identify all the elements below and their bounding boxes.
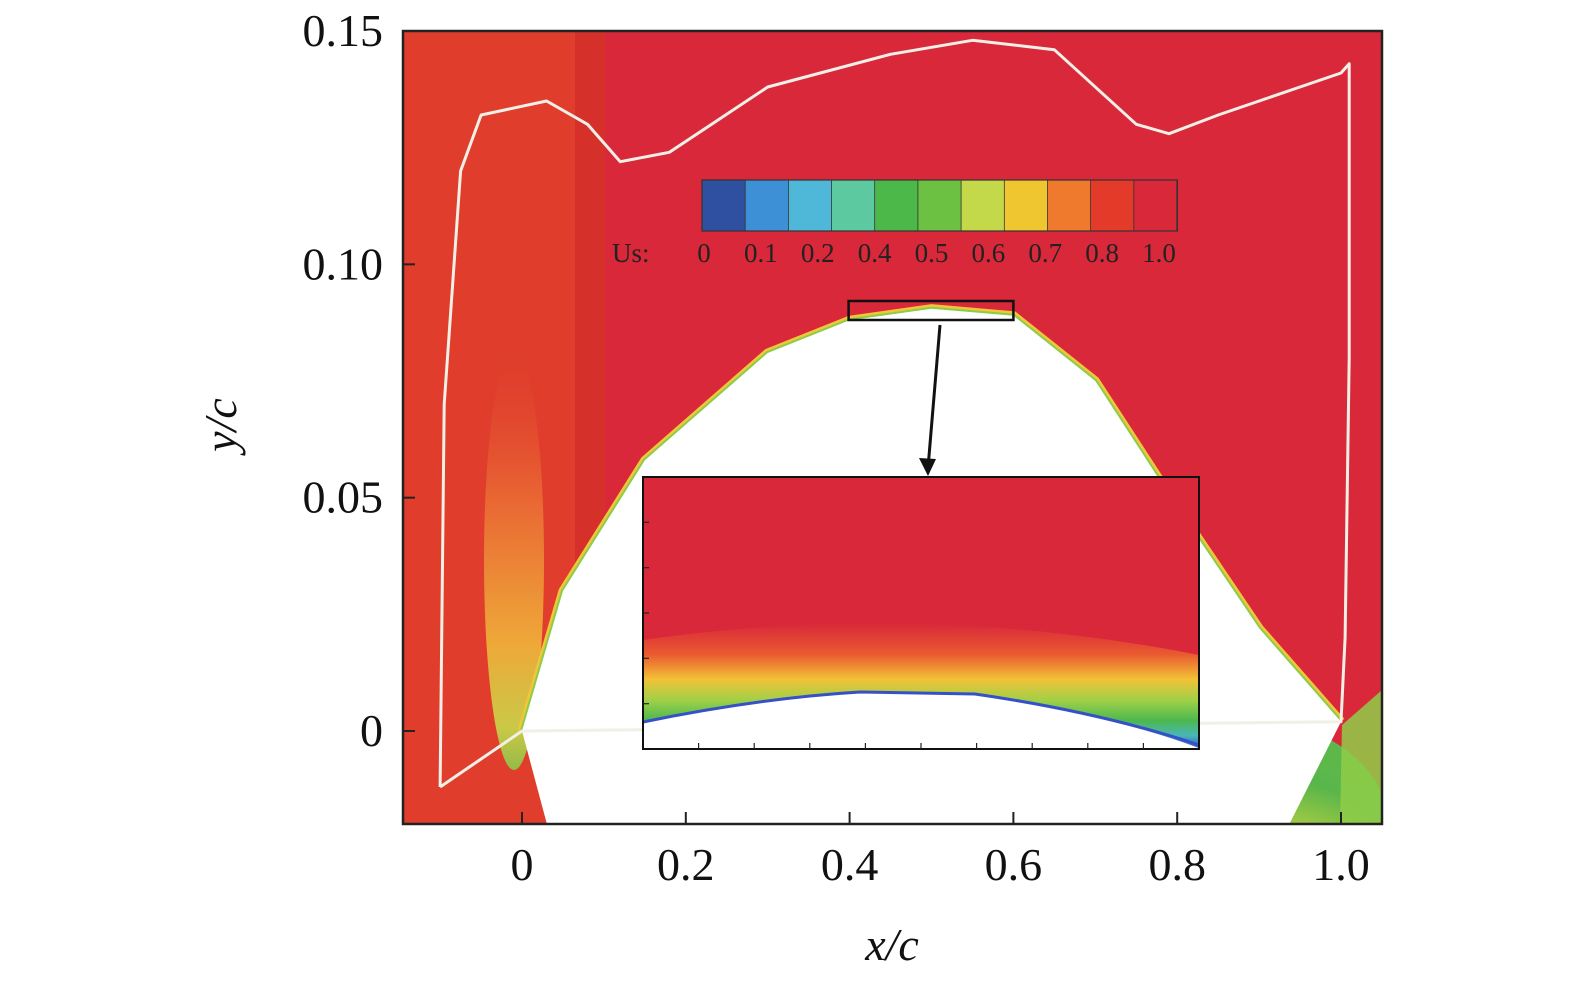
colorbar: Us: 0 0.1 0.2 0.4 0.5 0.6 0.7 0.8 1.0	[612, 179, 1179, 268]
x-tick-label: 0.6	[985, 839, 1043, 890]
colorbar-swatch	[1003, 179, 1049, 232]
leading-edge-plume	[484, 350, 544, 770]
inset-wall-region	[643, 692, 1199, 749]
plot-frame	[401, 29, 1384, 826]
inset-wall-line	[643, 690, 1199, 747]
y-tick-label: 0.05	[303, 472, 384, 523]
inset-zoom	[642, 476, 1200, 750]
colorbar-swatch	[917, 179, 963, 232]
colorbar-swatches	[701, 179, 1179, 232]
inset-boundary-layer	[643, 623, 1199, 748]
x-axis: 0 0.2 0.4 0.6 0.8 1.0	[511, 812, 1370, 890]
colorbar-tick-label: 0.5	[915, 238, 949, 268]
zoom-arrow-head	[919, 458, 936, 476]
colorbar-tick-label: 0	[697, 238, 711, 268]
colorbar-swatch	[1133, 179, 1179, 232]
colorbar-swatch	[788, 179, 833, 232]
y-tick-label: 0.10	[303, 238, 384, 289]
colorbar-tick-labels: 0 0.1 0.2 0.4 0.5 0.6 0.7 0.8 1.0	[697, 238, 1176, 268]
x-axis-label: x/c	[864, 919, 919, 970]
colorbar-swatch	[1047, 179, 1092, 232]
x-tick-label: 1.0	[1312, 839, 1370, 890]
trailing-edge-streak	[1340, 690, 1382, 824]
colorbar-frame	[701, 179, 1178, 232]
y-tick-label: 0.15	[303, 5, 384, 56]
colorbar-tick-label: 0.4	[858, 238, 892, 268]
colorbar-swatch	[744, 179, 790, 232]
y-tick-label: 0	[360, 705, 383, 756]
colorbar-swatch	[831, 179, 876, 232]
colorbar-swatch	[701, 179, 747, 232]
x-tick-label: 0.4	[821, 839, 879, 890]
y-axis: 0 0.05 0.10 0.15	[303, 5, 415, 756]
colorbar-swatch	[1090, 179, 1135, 232]
colorbar-tick-label: 0.2	[801, 238, 835, 268]
colorbar-swatch	[874, 179, 919, 232]
colorbar-tick-label: 0.7	[1028, 238, 1062, 268]
x-tick-label: 0.2	[657, 839, 715, 890]
colorbar-tick-label: 1.0	[1142, 238, 1176, 268]
x-tick-label: 0	[511, 839, 534, 890]
colorbar-tick-label: 0.6	[972, 238, 1006, 268]
colorbar-tick-label: 0.1	[744, 238, 778, 268]
x-tick-label: 0.8	[1148, 839, 1206, 890]
zoom-arrow	[926, 324, 942, 469]
colorbar-swatch	[960, 179, 1006, 232]
colorbar-tick-label: 0.8	[1085, 238, 1119, 268]
colorbar-variable-label: Us:	[612, 238, 650, 268]
inset-ticks	[643, 521, 1145, 749]
boundary-contour	[438, 38, 1351, 789]
zoom-region-box	[847, 299, 1015, 322]
y-axis-label: y/c	[195, 398, 246, 456]
